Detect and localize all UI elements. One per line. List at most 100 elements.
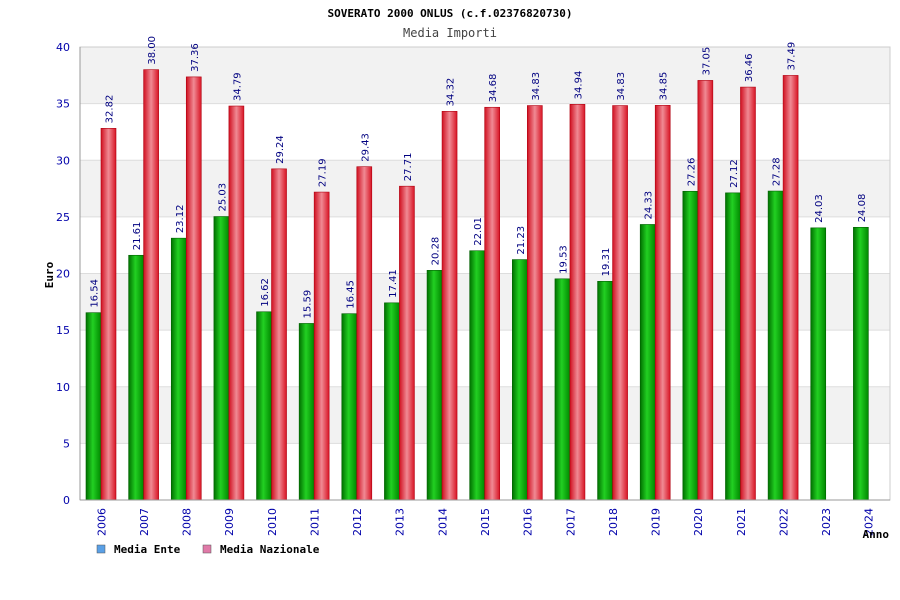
x-tick-label: 2015 — [479, 508, 492, 536]
data-label: 29.43 — [360, 133, 371, 162]
bar-media-nazionale — [484, 106, 500, 501]
data-label: 37.05 — [701, 47, 712, 76]
x-axis-label: Anno — [863, 528, 890, 541]
legend-swatch — [96, 544, 106, 554]
y-tick-label: 20 — [56, 268, 70, 281]
bar-media-ente — [213, 216, 230, 501]
bar-media-nazionale — [185, 76, 202, 501]
data-label: 34.68 — [488, 74, 499, 103]
bar-media-ente — [341, 313, 358, 501]
bar-media-ente — [298, 323, 315, 501]
data-label: 24.08 — [857, 194, 868, 223]
bar-media-nazionale — [569, 104, 586, 501]
data-label: 37.36 — [190, 43, 201, 72]
y-tick-label: 40 — [56, 41, 70, 54]
y-tick-label: 30 — [56, 154, 70, 167]
data-label: 27.19 — [318, 158, 329, 187]
y-axis-label: Euro — [43, 261, 56, 288]
y-tick-label: 5 — [63, 437, 70, 450]
x-tick-label: 2022 — [777, 508, 790, 536]
data-label: 21.61 — [132, 222, 143, 251]
data-label: 38.00 — [147, 36, 158, 65]
data-label: 27.26 — [686, 158, 697, 187]
data-label: 19.53 — [558, 245, 569, 274]
x-tick-label: 2009 — [223, 508, 236, 536]
data-label: 19.31 — [601, 248, 612, 277]
bar-media-ente — [128, 254, 144, 501]
data-label: 16.54 — [90, 279, 101, 308]
bar-media-ente — [597, 281, 613, 501]
x-tick-label: 2010 — [266, 508, 279, 536]
x-tick-label: 2008 — [181, 508, 194, 536]
data-label: 34.85 — [659, 72, 670, 101]
x-tick-label: 2012 — [351, 508, 364, 536]
data-label: 23.12 — [175, 205, 186, 234]
bar-media-nazionale — [654, 105, 671, 501]
legend: Media Ente Media Nazionale — [96, 543, 320, 556]
y-tick-label: 0 — [63, 494, 70, 507]
data-label: 34.83 — [616, 72, 627, 101]
bar-media-ente — [426, 270, 443, 501]
bar-media-nazionale — [313, 191, 330, 501]
data-label: 34.83 — [531, 72, 542, 101]
legend-label: Media Nazionale — [220, 543, 320, 556]
x-tick-label: 2017 — [564, 508, 577, 536]
bar-media-ente — [469, 250, 485, 501]
x-tick-label: 2016 — [522, 508, 535, 536]
y-tick-label: 35 — [56, 98, 70, 111]
data-label: 27.28 — [772, 157, 783, 186]
data-label: 34.32 — [446, 78, 457, 107]
bar-media-ente — [170, 237, 187, 501]
data-label: 20.28 — [431, 237, 442, 266]
data-label: 27.12 — [729, 159, 740, 188]
x-tick-label: 2006 — [95, 508, 108, 536]
data-label: 24.03 — [814, 194, 825, 223]
bar-media-nazionale — [399, 185, 415, 501]
bar-media-ente — [85, 312, 102, 501]
chart-title: SOVERATO 2000 ONLUS (c.f.02376820730) — [327, 7, 572, 20]
bar-media-ente — [853, 226, 869, 501]
x-tick-label: 2007 — [138, 508, 151, 536]
bar-media-nazionale — [612, 105, 628, 501]
x-tick-label: 2020 — [692, 508, 705, 536]
data-label: 32.82 — [105, 95, 116, 124]
x-tick-label: 2013 — [394, 508, 407, 536]
bar-media-ente — [767, 190, 784, 501]
data-label: 22.01 — [473, 217, 484, 246]
data-label: 34.79 — [232, 72, 243, 101]
data-label: 16.45 — [345, 280, 356, 309]
bar-media-ente — [682, 190, 699, 501]
bar-media-nazionale — [228, 105, 245, 501]
x-tick-label: 2024 — [863, 508, 876, 536]
bar-media-ente — [512, 259, 528, 501]
bar-media-nazionale — [441, 111, 458, 501]
data-label: 29.24 — [275, 135, 286, 164]
bar-media-nazionale — [697, 80, 714, 501]
data-label: 36.46 — [744, 53, 755, 82]
data-label: 27.71 — [403, 153, 414, 182]
bar-media-nazionale — [782, 75, 799, 501]
data-label: 16.62 — [260, 278, 271, 307]
x-tick-label: 2011 — [308, 508, 321, 536]
bar-media-nazionale — [740, 86, 756, 501]
x-tick-label: 2014 — [436, 508, 449, 536]
y-tick-label: 10 — [56, 381, 70, 394]
data-label: 24.33 — [644, 191, 655, 220]
data-label: 21.23 — [516, 226, 527, 255]
bar-media-nazionale — [356, 166, 373, 501]
bar-media-ente — [725, 192, 741, 501]
y-axis: 0 5 10 15 20 25 30 35 40 — [56, 41, 81, 507]
bar-media-ente — [384, 302, 400, 501]
x-tick-label: 2019 — [650, 508, 663, 536]
bar-media-nazionale — [100, 128, 117, 501]
y-tick-label: 15 — [56, 324, 70, 337]
chart-subtitle: Media Importi — [403, 26, 497, 40]
legend-label: Media Ente — [114, 543, 181, 556]
bar-media-ente — [256, 311, 272, 501]
x-axis: 2006 2007 2008 2009 2010 2011 2012 2013 2014 2015… — [80, 499, 890, 536]
x-tick-label: 2021 — [735, 508, 748, 536]
legend-swatch — [202, 544, 212, 554]
data-label: 37.49 — [787, 42, 798, 71]
data-label: 25.03 — [217, 183, 228, 212]
